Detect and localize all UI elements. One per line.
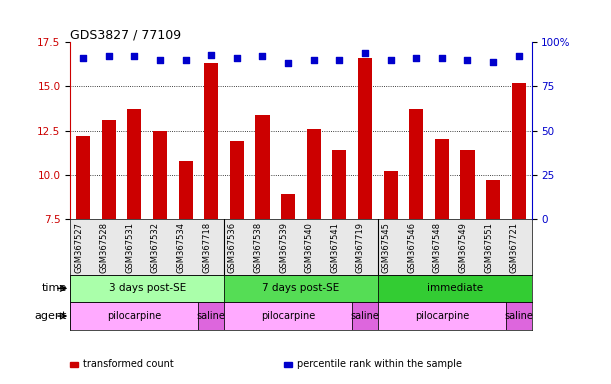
Bar <box>409 109 423 219</box>
Text: GSM367545: GSM367545 <box>382 222 390 273</box>
Text: GSM367539: GSM367539 <box>279 222 288 273</box>
Text: GSM367719: GSM367719 <box>356 222 365 273</box>
Text: GSM367531: GSM367531 <box>125 222 134 273</box>
Bar <box>70 275 224 302</box>
Bar <box>224 302 352 330</box>
Text: pilocarpine: pilocarpine <box>415 311 469 321</box>
Bar <box>378 275 532 302</box>
Bar <box>224 275 378 302</box>
Text: GSM367548: GSM367548 <box>433 222 442 273</box>
Point <box>78 55 88 61</box>
Bar <box>352 302 378 330</box>
Text: percentile rank within the sample: percentile rank within the sample <box>297 359 462 369</box>
Text: GSM367540: GSM367540 <box>305 222 313 273</box>
Text: GDS3827 / 77109: GDS3827 / 77109 <box>70 28 181 41</box>
Text: immediate: immediate <box>426 283 483 293</box>
Text: GSM367534: GSM367534 <box>177 222 186 273</box>
Point <box>488 59 498 65</box>
Point <box>155 57 165 63</box>
Bar <box>153 131 167 219</box>
Bar <box>70 302 199 330</box>
Text: GSM367546: GSM367546 <box>408 222 416 273</box>
Bar <box>461 150 475 219</box>
Text: pilocarpine: pilocarpine <box>261 311 315 321</box>
Bar <box>384 171 398 219</box>
Point <box>309 57 318 63</box>
Text: time: time <box>42 283 67 293</box>
Text: saline: saline <box>351 311 379 321</box>
Text: GSM367538: GSM367538 <box>254 222 263 273</box>
Bar <box>378 302 506 330</box>
Point <box>284 60 293 66</box>
Point <box>104 53 114 60</box>
Text: GSM367541: GSM367541 <box>331 222 339 273</box>
Text: agent: agent <box>35 311 67 321</box>
Text: transformed count: transformed count <box>83 359 174 369</box>
Bar <box>506 302 532 330</box>
Point <box>181 57 191 63</box>
Bar <box>76 136 90 219</box>
Text: GSM367549: GSM367549 <box>458 222 467 273</box>
Point <box>411 55 421 61</box>
Text: pilocarpine: pilocarpine <box>107 311 161 321</box>
Point <box>386 57 395 63</box>
Bar <box>307 129 321 219</box>
Text: GSM367718: GSM367718 <box>202 222 211 273</box>
Text: GSM367551: GSM367551 <box>484 222 493 273</box>
Bar <box>199 302 224 330</box>
Point <box>463 57 472 63</box>
Bar <box>511 83 526 219</box>
Point <box>334 57 344 63</box>
Bar <box>178 161 192 219</box>
Text: GSM367532: GSM367532 <box>151 222 160 273</box>
Bar <box>127 109 141 219</box>
Point <box>360 50 370 56</box>
Point <box>258 53 268 60</box>
Point <box>207 51 216 58</box>
Point <box>130 53 139 60</box>
Bar <box>204 63 218 219</box>
Bar <box>230 141 244 219</box>
Text: GSM367721: GSM367721 <box>510 222 519 273</box>
Text: saline: saline <box>197 311 225 321</box>
Text: 3 days post-SE: 3 days post-SE <box>109 283 186 293</box>
Text: GSM367528: GSM367528 <box>100 222 109 273</box>
Point <box>437 55 447 61</box>
Bar <box>435 139 449 219</box>
Bar <box>358 58 372 219</box>
Text: GSM367527: GSM367527 <box>74 222 83 273</box>
Text: GSM367536: GSM367536 <box>228 222 237 273</box>
Bar <box>486 180 500 219</box>
Bar <box>281 194 295 219</box>
Bar <box>332 150 346 219</box>
Point <box>232 55 242 61</box>
Point <box>514 53 524 60</box>
Text: 7 days post-SE: 7 days post-SE <box>262 283 340 293</box>
Text: saline: saline <box>504 311 533 321</box>
Bar <box>255 115 269 219</box>
Bar <box>101 120 115 219</box>
